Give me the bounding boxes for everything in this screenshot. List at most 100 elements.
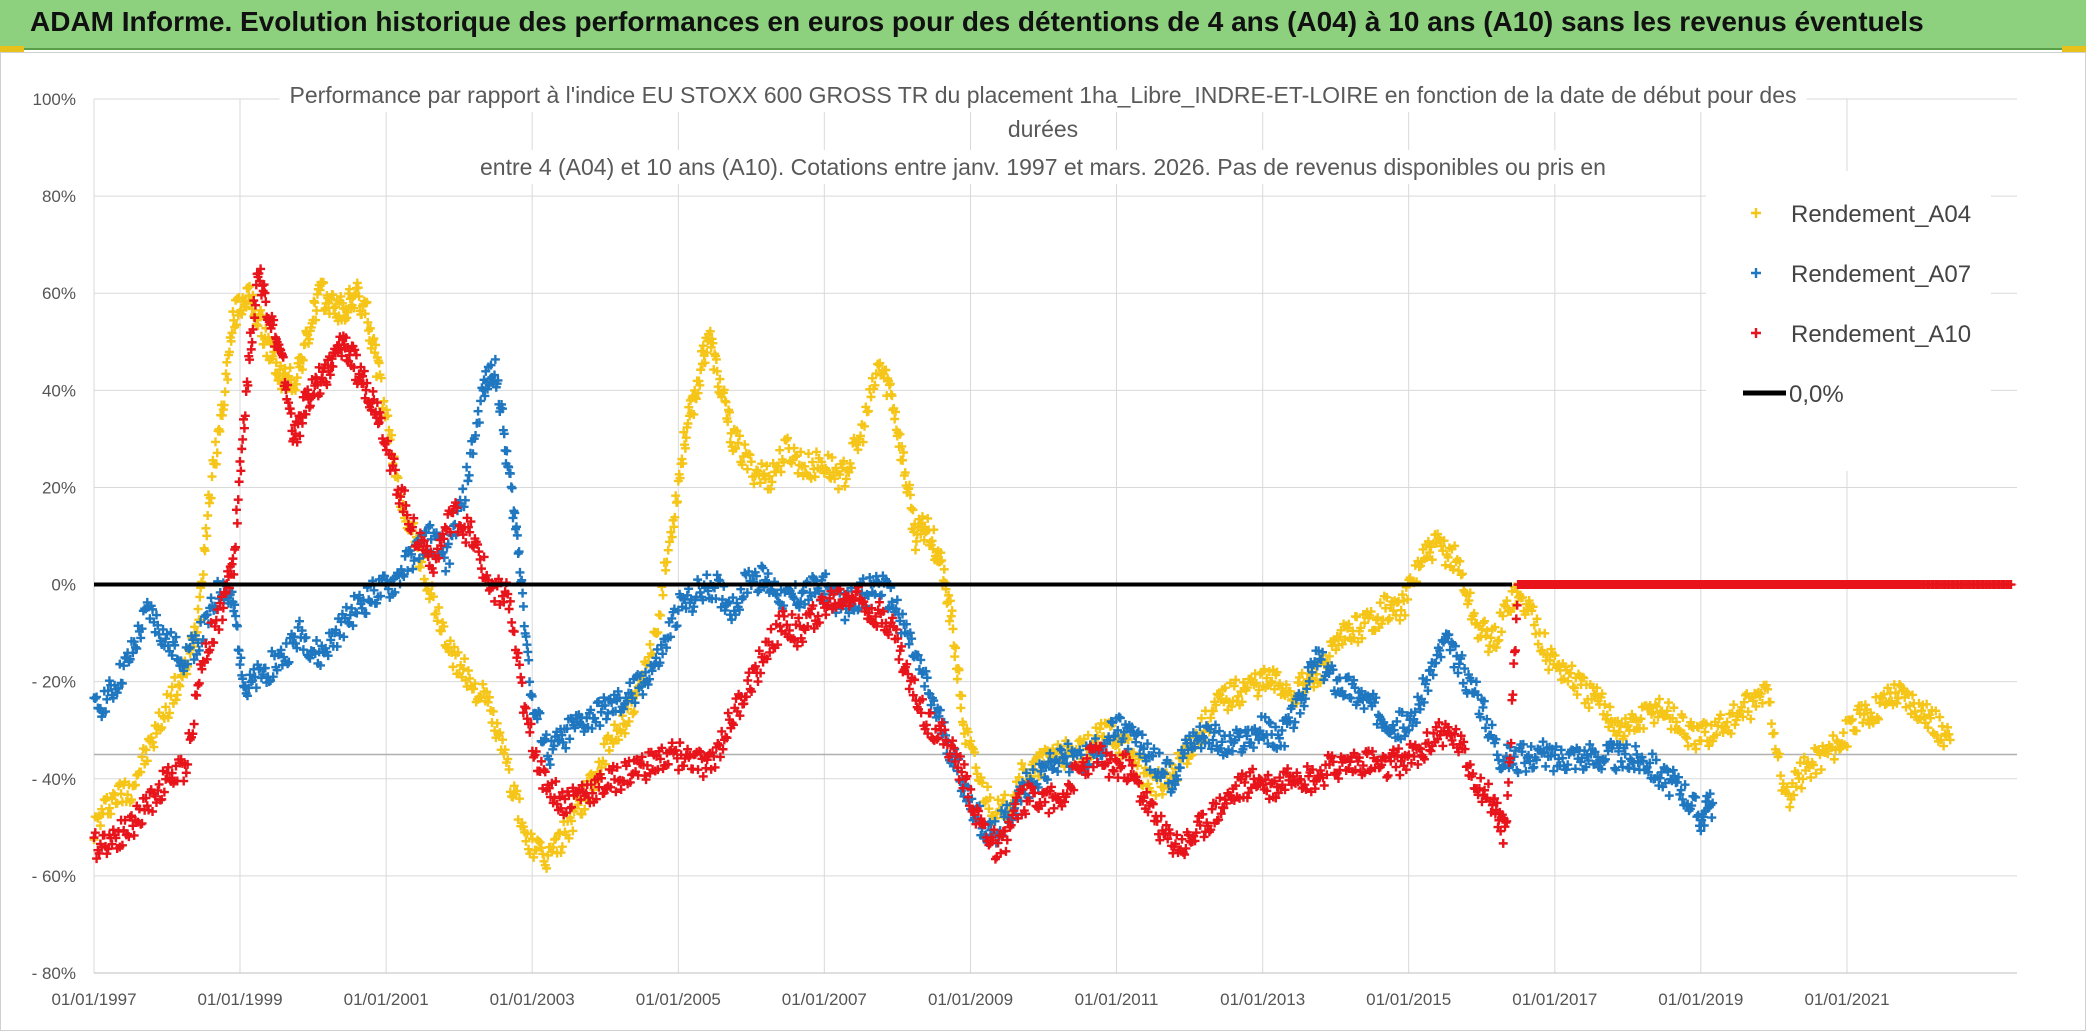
data-point: [195, 592, 205, 602]
data-point: [291, 638, 301, 648]
data-point: [1422, 675, 1432, 685]
data-point: [566, 713, 576, 723]
chart-title-line: Performance par rapport à l'indice EU ST…: [289, 82, 1796, 108]
data-point: [1210, 720, 1220, 730]
data-point: [1877, 693, 1887, 703]
data-point: [1380, 722, 1390, 732]
data-point: [892, 595, 902, 605]
data-point: [630, 698, 640, 708]
data-point: [1570, 764, 1580, 774]
data-point: [354, 291, 364, 301]
data-point: [754, 585, 764, 595]
data-point: [574, 796, 584, 806]
data-point: [1835, 744, 1845, 754]
data-point: [108, 693, 118, 703]
data-point: [536, 756, 546, 766]
data-point: [461, 538, 471, 548]
data-point: [613, 686, 623, 696]
header-title: ADAM Informe. Evolution historique des p…: [30, 6, 1924, 37]
data-point: [669, 522, 679, 532]
data-point: [811, 447, 821, 457]
data-point: [90, 828, 100, 838]
data-point: [1106, 716, 1116, 726]
data-point: [587, 788, 597, 798]
data-point: [878, 606, 888, 616]
data-point: [949, 743, 959, 753]
data-point: [1529, 620, 1539, 630]
data-point: [1265, 718, 1275, 728]
data-point: [245, 355, 255, 365]
data-point: [663, 759, 673, 769]
data-point: [348, 621, 358, 631]
data-point: [170, 640, 180, 650]
data-point: [1242, 731, 1252, 741]
data-point: [230, 600, 240, 610]
data-point: [315, 285, 325, 295]
data-point: [1423, 686, 1433, 696]
data-point: [1708, 798, 1718, 808]
data-point: [103, 686, 113, 696]
data-point: [933, 733, 943, 743]
data-point: [773, 640, 783, 650]
data-point: [142, 756, 152, 766]
data-point: [711, 354, 721, 364]
data-point: [110, 790, 120, 800]
data-point: [117, 840, 127, 850]
data-point: [735, 605, 745, 615]
data-point: [1233, 691, 1243, 701]
data-point: [675, 738, 685, 748]
data-point: [784, 625, 794, 635]
data-point: [929, 525, 939, 535]
title-background: [997, 112, 1089, 146]
data-point: [153, 620, 163, 630]
data-point: [1691, 792, 1701, 802]
data-point: [600, 759, 610, 769]
data-point: [655, 610, 665, 620]
data-point: [1170, 780, 1180, 790]
data-point: [1017, 759, 1027, 769]
data-point: [268, 672, 278, 682]
data-point: [1769, 728, 1779, 738]
data-point: [922, 673, 932, 683]
data-point: [1057, 745, 1066, 755]
data-point: [902, 659, 912, 669]
data-point: [683, 419, 693, 429]
data-point: [1444, 630, 1454, 640]
data-point: [283, 659, 293, 669]
data-point: [236, 466, 246, 476]
data-point: [1450, 541, 1460, 551]
data-point: [586, 769, 596, 779]
data-point: [1518, 592, 1528, 602]
data-point: [1415, 704, 1425, 714]
data-point: [1494, 635, 1504, 645]
data-point: [1549, 766, 1559, 776]
data-point: [779, 457, 789, 467]
data-point: [1604, 722, 1614, 732]
data-point: [702, 570, 712, 580]
data-point: [1866, 708, 1876, 718]
data-point: [955, 751, 965, 761]
data-point: [258, 669, 268, 679]
data-point: [1730, 720, 1740, 730]
data-point: [104, 676, 114, 686]
data-point: [1457, 569, 1467, 579]
data-point: [1375, 598, 1385, 608]
data-point: [836, 600, 846, 610]
data-point: [1585, 739, 1595, 749]
data-point: [1382, 592, 1392, 602]
data-point: [540, 767, 550, 777]
data-point: [562, 724, 572, 734]
data-point: [1808, 760, 1818, 770]
data-point: [408, 564, 418, 574]
x-tick-label: 01/01/2013: [1220, 990, 1305, 1009]
data-point: [1263, 739, 1273, 749]
data-point: [464, 470, 474, 480]
data-point: [128, 821, 138, 831]
data-point: [167, 682, 177, 692]
data-point: [1460, 664, 1470, 674]
data-point: [1851, 726, 1861, 736]
data-point: [1251, 678, 1261, 688]
data-point: [763, 569, 773, 579]
data-point: [835, 470, 845, 480]
data-point: [452, 503, 462, 513]
